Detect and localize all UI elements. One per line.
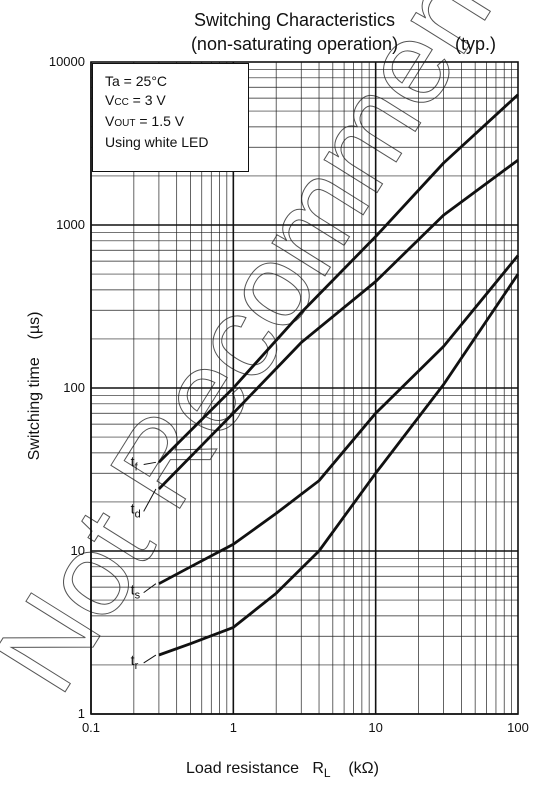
x-tick-label: 10 (368, 720, 382, 735)
typ-note: (typ.) (455, 34, 497, 54)
chart-subtitle: (non-saturating operation) (190, 34, 399, 54)
x-axis-symbol-sub: L (323, 766, 331, 781)
vout-symbol: V (105, 113, 115, 129)
series-label-td: td (131, 500, 141, 520)
y-tick-label: 1 (78, 706, 85, 721)
y-axis-label: Switching time (µs) (26, 311, 43, 461)
series-label-tf: tf (131, 453, 139, 473)
vcc-sub: CC (114, 97, 129, 108)
series-leader-ts (143, 583, 157, 594)
condition-temperature: Ta = 25°C (105, 73, 168, 89)
x-tick-label: 0.1 (82, 720, 100, 735)
x-tick-label: 1 (230, 720, 237, 735)
x-axis-label: Load resistance RL (kΩ) (186, 760, 379, 780)
vout-value: = 1.5 V (135, 113, 185, 129)
series-leader-tr (143, 654, 157, 664)
y-tick-label: 10000 (49, 54, 85, 69)
watermark-text: Not Recommended (0, 0, 533, 714)
vcc-symbol: V (105, 92, 115, 108)
series-labels: tf td ts tr (131, 453, 157, 672)
series-label-ts: ts (131, 582, 141, 602)
x-axis-label-text: Load resistance (186, 760, 299, 777)
watermark: Not Recommended (0, 0, 533, 714)
series-line-tr (158, 273, 520, 657)
series-label-tr: tr (131, 652, 139, 672)
y-tick-label: 10 (71, 543, 85, 558)
y-tick-label: 1000 (56, 217, 85, 232)
chart-title: Switching Characteristics (193, 10, 396, 30)
vout-sub: OUT (114, 118, 136, 129)
vcc-value: = 3 V (128, 92, 166, 108)
series-leader-tf (143, 461, 156, 465)
series-leader-td (143, 488, 157, 512)
series-line-td (157, 158, 519, 490)
x-axis-symbol: R (312, 760, 324, 777)
x-tick-label: 100 (507, 720, 529, 735)
series-line-tf (157, 93, 519, 464)
condition-vcc: VCC = 3 V (105, 91, 248, 112)
condition-vout: VOUT = 1.5 V (105, 112, 248, 133)
series-lines (157, 93, 520, 657)
y-tick-label: 100 (63, 380, 85, 395)
condition-led: Using white LED (105, 134, 209, 150)
conditions-box: Ta = 25°C VCC = 3 V VOUT = 1.5 V Using w… (92, 63, 249, 172)
series-line-ts (158, 254, 520, 585)
plot-frame (90, 61, 519, 715)
x-axis-unit: (kΩ) (348, 760, 379, 777)
